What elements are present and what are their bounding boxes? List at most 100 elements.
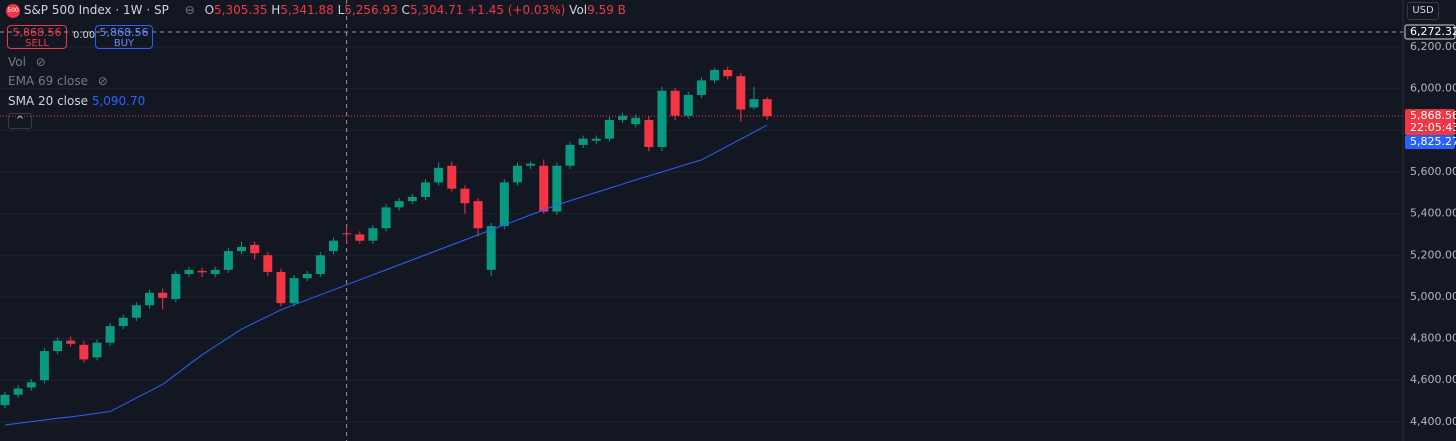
candle-body — [420, 182, 430, 197]
y-tick-label: 4,400.00 — [1410, 415, 1456, 428]
candle-body — [145, 292, 155, 306]
candle-body — [670, 90, 680, 116]
candle-body — [342, 233, 352, 235]
candle-body — [631, 117, 641, 125]
collapse-button[interactable]: ^ — [8, 113, 32, 129]
candle-body — [79, 344, 89, 360]
candle-body — [447, 165, 457, 189]
candle-body — [302, 274, 312, 279]
last-price-label: 5,868.56 — [1410, 109, 1456, 122]
hide-icon[interactable]: ⊖ — [184, 3, 195, 17]
y-tick-label: 5,600.00 — [1410, 165, 1456, 178]
candle-body — [131, 305, 141, 318]
symbol-logo: 500 — [6, 3, 20, 18]
candle-body — [591, 138, 601, 141]
candle-body — [355, 234, 365, 241]
candle-body — [39, 351, 49, 381]
candle-body — [512, 165, 522, 183]
candle-body — [618, 115, 628, 120]
candle-body — [118, 317, 128, 327]
ohlc-label: H — [271, 3, 281, 17]
y-tick-label: 5,400.00 — [1410, 207, 1456, 220]
candle-body — [381, 207, 391, 229]
hidden-icon[interactable]: ⊘ — [35, 55, 46, 69]
y-tick-label: 6,000.00 — [1410, 82, 1456, 95]
ohlc-value: 5,341.88 — [280, 3, 334, 17]
y-tick-label: 5,000.00 — [1410, 290, 1456, 303]
candle-body — [26, 382, 36, 388]
candle-body — [736, 76, 746, 110]
candle-body — [578, 138, 588, 145]
sma-line — [4, 124, 768, 426]
crosshair-price-label: 6,272.32 — [1410, 25, 1456, 38]
candle-body — [263, 255, 273, 272]
ohlc-value: 5,305.35 — [214, 3, 268, 17]
sma-price-box — [1405, 135, 1455, 150]
indicator-name: SMA 20 close — [8, 94, 88, 108]
currency-button[interactable]: USD — [1407, 2, 1439, 20]
candle-body — [276, 271, 286, 304]
candle-body — [92, 342, 102, 358]
candle-body — [526, 163, 536, 166]
candle-body — [197, 270, 207, 273]
y-tick-label: 4,800.00 — [1410, 332, 1456, 345]
candle-body — [237, 246, 247, 252]
price-axis — [1403, 0, 1456, 441]
candle-body — [696, 80, 706, 95]
crosshair-price-box — [1404, 24, 1456, 40]
sma-price-label: 5,825.27 — [1410, 135, 1456, 148]
candle-body — [0, 394, 10, 406]
symbol-header: 500 S&P 500 Index · 1W · SP ⊖ O5,305.35 … — [6, 3, 626, 18]
candle-body — [604, 119, 614, 139]
ohlc-value: 5,256.93 — [344, 3, 398, 17]
change: +1.45 (+0.03%) — [467, 3, 566, 17]
indicator-sma[interactable]: SMA 20 close 5,090.70 — [8, 94, 145, 108]
indicator-value: 5,090.70 — [91, 94, 146, 108]
candle-body — [315, 255, 325, 275]
candle-body — [762, 99, 772, 117]
candle-body — [710, 69, 720, 81]
volume-value: 9.59 B — [587, 3, 626, 17]
candle-body — [171, 274, 181, 299]
candle-body — [105, 326, 115, 343]
candle-body — [250, 244, 260, 254]
y-tick-label: 4,600.00 — [1410, 373, 1456, 386]
ohlc-label: O — [204, 3, 215, 17]
indicator-name: EMA 69 close — [8, 74, 88, 88]
candle-body — [329, 240, 338, 252]
candle-body — [53, 340, 63, 352]
candle-body — [565, 144, 575, 166]
buy-button[interactable]: 5,868.56 BUY — [95, 25, 153, 49]
sell-button[interactable]: 5,868.56 SELL — [7, 25, 67, 49]
candle-body — [223, 251, 233, 270]
hidden-icon[interactable]: ⊘ — [97, 74, 108, 88]
sell-price: 5,868.56 — [12, 26, 62, 39]
symbol-name[interactable]: S&P 500 Index · 1W · SP — [23, 3, 169, 17]
candle-body — [644, 119, 654, 147]
indicator-vol[interactable]: Vol ⊘ — [8, 55, 46, 69]
candle-body — [184, 269, 194, 275]
candle-body — [434, 167, 444, 183]
indicator-ema[interactable]: EMA 69 close ⊘ — [8, 74, 108, 88]
candle-body — [499, 182, 509, 227]
candle-body — [158, 292, 168, 298]
candle-body — [473, 201, 483, 229]
volume-label: Vol — [569, 3, 588, 17]
candle-body — [394, 201, 404, 208]
sell-label: SELL — [25, 38, 49, 49]
y-tick-label: 6,200.00 — [1410, 40, 1456, 53]
candle-body — [683, 94, 693, 116]
ohlc-label: C — [401, 3, 410, 17]
indicator-name: Vol — [8, 55, 26, 69]
y-tick-label: 5,200.00 — [1410, 248, 1456, 261]
spread: 0.00 — [73, 30, 96, 41]
candle-body — [486, 226, 496, 270]
candle-body — [723, 69, 733, 77]
candle-body — [407, 196, 417, 202]
countdown: 22:05:43 — [1410, 121, 1456, 134]
buy-price: 5,868.56 — [99, 26, 149, 39]
ohlc-label: L — [337, 3, 345, 17]
candle-body — [13, 388, 23, 395]
